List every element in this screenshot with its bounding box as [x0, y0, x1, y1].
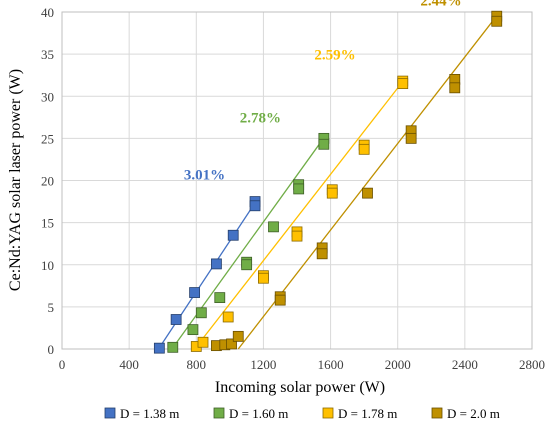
- data-point: [293, 183, 305, 195]
- legend: D = 1.38 m D = 1.60 m D = 1.78 m D = 2.0 m: [104, 406, 500, 421]
- y-tick-label: 5: [48, 300, 55, 315]
- plot-area-border: [61, 11, 533, 350]
- data-point: [170, 314, 182, 325]
- data-point: [362, 187, 373, 199]
- slope-label: 3.01%: [184, 168, 225, 184]
- data-point: [316, 248, 328, 260]
- data-point: [397, 78, 409, 90]
- y-tick-label: 20: [41, 174, 54, 189]
- x-tick-label: 1600: [318, 357, 344, 372]
- legend-swatch: [431, 407, 443, 419]
- axes: [61, 11, 533, 350]
- x-tick-label: 2800: [519, 357, 545, 372]
- x-tick-label: 800: [187, 357, 207, 372]
- data-point: [318, 138, 330, 150]
- data-point: [405, 132, 417, 144]
- x-tick-label: 2000: [385, 357, 411, 372]
- x-tick-label: 0: [59, 357, 66, 372]
- data-point: [291, 230, 303, 242]
- x-axis-title: Incoming solar power (W): [215, 379, 385, 396]
- y-tick-label: 40: [41, 5, 54, 20]
- data-points: [153, 10, 503, 354]
- legend-swatch: [213, 407, 225, 419]
- data-point: [195, 307, 207, 319]
- legend-label: D = 1.78 m: [338, 406, 397, 421]
- data-point: [189, 287, 201, 298]
- y-tick-label: 15: [41, 216, 54, 231]
- data-point: [491, 15, 503, 27]
- data-point: [274, 294, 286, 306]
- legend-swatch: [104, 407, 116, 419]
- data-point: [241, 259, 253, 271]
- legend-label: D = 1.38 m: [120, 406, 179, 421]
- data-point: [153, 342, 165, 354]
- data-point: [226, 338, 237, 350]
- y-tick-label: 0: [48, 342, 55, 357]
- legend-swatch: [322, 407, 334, 419]
- x-tick-label: 2400: [452, 357, 478, 372]
- slope-label: 2.44%: [420, 0, 461, 10]
- data-point: [249, 200, 261, 212]
- legend-label: D = 1.60 m: [229, 406, 288, 421]
- data-point: [167, 341, 179, 353]
- data-point: [326, 187, 338, 199]
- data-point: [232, 330, 244, 342]
- fit-line: [194, 79, 405, 350]
- slope-label: 2.78%: [240, 111, 281, 127]
- data-point: [227, 229, 239, 241]
- slope-labels: 3.01% 2.78% 2.59% 2.44%: [184, 0, 462, 184]
- slope-label: 2.59%: [314, 47, 355, 63]
- data-point: [211, 258, 222, 270]
- data-point: [358, 143, 370, 155]
- data-point: [197, 336, 209, 348]
- data-point: [268, 221, 279, 233]
- data-point: [258, 272, 269, 284]
- data-point: [449, 82, 461, 94]
- data-point: [214, 292, 226, 304]
- y-tick-label: 35: [41, 47, 54, 62]
- y-axis-title: Ce:Nd:YAG solar laser power (W): [7, 69, 24, 291]
- data-point: [222, 311, 234, 323]
- y-tick-label: 25: [41, 131, 54, 146]
- y-tick-label: 30: [41, 89, 54, 104]
- legend-label: D = 2.0 m: [447, 406, 500, 421]
- x-tick-label: 1200: [250, 357, 276, 372]
- data-point: [187, 324, 199, 336]
- x-tick-label: 400: [119, 357, 139, 372]
- y-tick-label: 10: [41, 258, 54, 273]
